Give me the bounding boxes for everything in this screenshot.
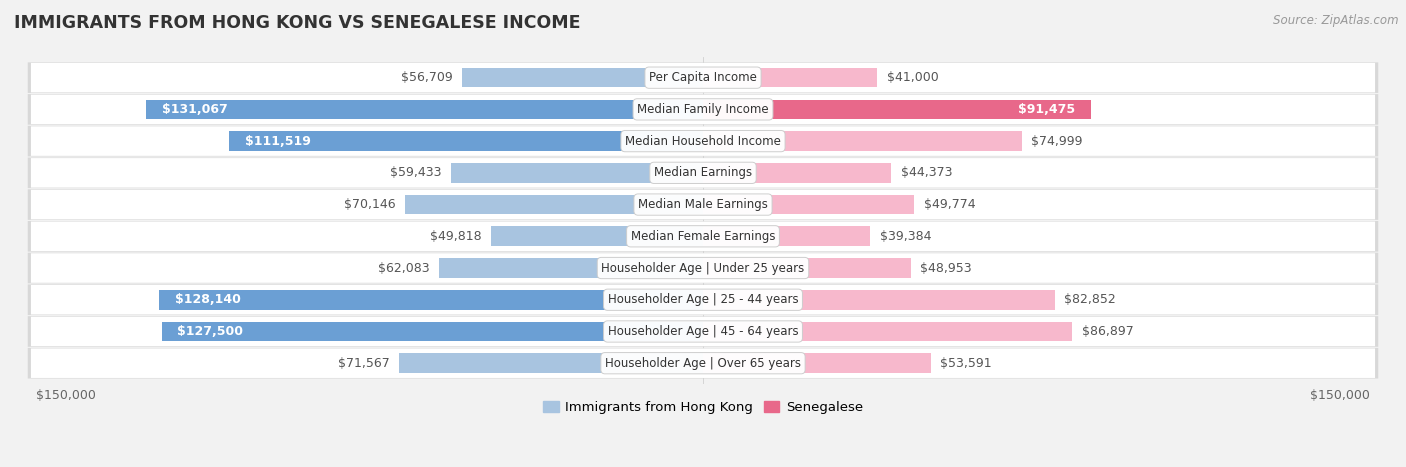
FancyBboxPatch shape <box>28 63 1378 93</box>
Text: $74,999: $74,999 <box>1031 134 1083 148</box>
Text: $56,709: $56,709 <box>401 71 453 84</box>
Bar <box>703 68 877 87</box>
Bar <box>703 195 914 214</box>
Text: $82,852: $82,852 <box>1064 293 1116 306</box>
Text: $41,000: $41,000 <box>887 71 938 84</box>
Bar <box>229 131 703 151</box>
Bar <box>703 258 911 278</box>
Bar <box>159 290 703 310</box>
Text: $59,433: $59,433 <box>389 166 441 179</box>
Bar <box>703 163 891 183</box>
Text: $127,500: $127,500 <box>177 325 243 338</box>
FancyBboxPatch shape <box>31 348 1375 378</box>
FancyBboxPatch shape <box>31 317 1375 346</box>
Text: $44,373: $44,373 <box>901 166 952 179</box>
FancyBboxPatch shape <box>31 221 1375 251</box>
Text: $49,774: $49,774 <box>924 198 976 211</box>
FancyBboxPatch shape <box>28 253 1378 283</box>
Bar <box>492 226 703 246</box>
Text: Median Earnings: Median Earnings <box>654 166 752 179</box>
FancyBboxPatch shape <box>31 158 1375 188</box>
FancyBboxPatch shape <box>28 316 1378 347</box>
FancyBboxPatch shape <box>31 285 1375 314</box>
Bar <box>703 354 931 373</box>
FancyBboxPatch shape <box>28 284 1378 315</box>
Text: $62,083: $62,083 <box>378 262 430 275</box>
Text: Median Family Income: Median Family Income <box>637 103 769 116</box>
FancyBboxPatch shape <box>28 157 1378 188</box>
Text: Householder Age | 45 - 64 years: Householder Age | 45 - 64 years <box>607 325 799 338</box>
Bar <box>146 99 703 119</box>
Bar <box>703 99 1091 119</box>
Bar <box>703 131 1022 151</box>
Text: Source: ZipAtlas.com: Source: ZipAtlas.com <box>1274 14 1399 27</box>
Legend: Immigrants from Hong Kong, Senegalese: Immigrants from Hong Kong, Senegalese <box>537 396 869 420</box>
FancyBboxPatch shape <box>31 127 1375 156</box>
FancyBboxPatch shape <box>28 94 1378 125</box>
Text: $53,591: $53,591 <box>941 357 991 370</box>
Bar <box>450 163 703 183</box>
FancyBboxPatch shape <box>31 253 1375 283</box>
Bar <box>463 68 703 87</box>
Bar <box>703 290 1054 310</box>
FancyBboxPatch shape <box>28 348 1378 378</box>
Text: $128,140: $128,140 <box>174 293 240 306</box>
Text: Median Male Earnings: Median Male Earnings <box>638 198 768 211</box>
Bar <box>703 226 870 246</box>
FancyBboxPatch shape <box>28 221 1378 252</box>
Text: IMMIGRANTS FROM HONG KONG VS SENEGALESE INCOME: IMMIGRANTS FROM HONG KONG VS SENEGALESE … <box>14 14 581 32</box>
Text: Householder Age | Under 25 years: Householder Age | Under 25 years <box>602 262 804 275</box>
Text: $111,519: $111,519 <box>245 134 311 148</box>
Text: Per Capita Income: Per Capita Income <box>650 71 756 84</box>
Text: Householder Age | Over 65 years: Householder Age | Over 65 years <box>605 357 801 370</box>
FancyBboxPatch shape <box>31 95 1375 124</box>
FancyBboxPatch shape <box>28 126 1378 156</box>
Text: Median Female Earnings: Median Female Earnings <box>631 230 775 243</box>
FancyBboxPatch shape <box>28 189 1378 220</box>
Text: $131,067: $131,067 <box>162 103 228 116</box>
Bar <box>162 322 703 341</box>
Text: $48,953: $48,953 <box>921 262 972 275</box>
Text: Median Household Income: Median Household Income <box>626 134 780 148</box>
Text: $49,818: $49,818 <box>430 230 482 243</box>
Text: $91,475: $91,475 <box>1018 103 1076 116</box>
Text: $70,146: $70,146 <box>344 198 395 211</box>
Text: $86,897: $86,897 <box>1081 325 1133 338</box>
FancyBboxPatch shape <box>31 63 1375 92</box>
Bar <box>439 258 703 278</box>
Bar <box>399 354 703 373</box>
Text: $71,567: $71,567 <box>337 357 389 370</box>
FancyBboxPatch shape <box>31 190 1375 219</box>
Bar <box>703 322 1071 341</box>
Bar <box>405 195 703 214</box>
Text: $39,384: $39,384 <box>880 230 931 243</box>
Text: Householder Age | 25 - 44 years: Householder Age | 25 - 44 years <box>607 293 799 306</box>
